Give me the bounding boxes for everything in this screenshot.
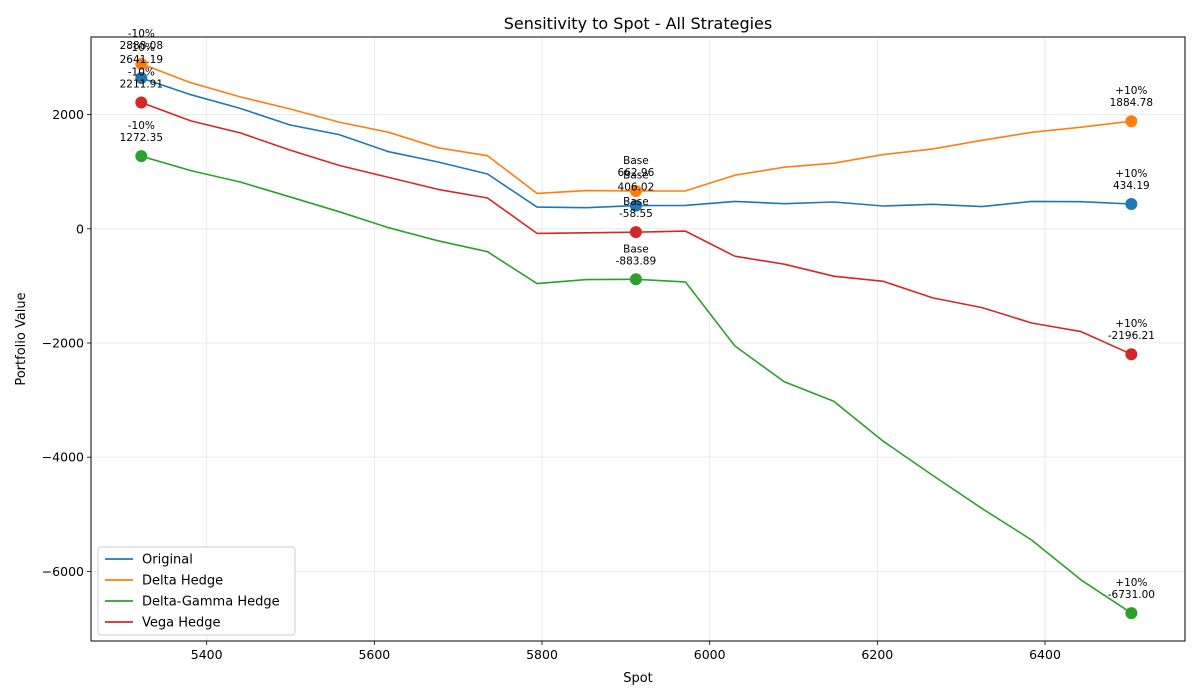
x-axis-ticks: 5400 5600 5800 6000 6200 6400 (191, 641, 1061, 662)
x-tick-label: 5800 (526, 647, 558, 662)
annotation-value: -6731.00 (1108, 589, 1155, 601)
legend-label: Delta Hedge (142, 574, 223, 589)
annotation-value: 2641.19 (120, 54, 163, 66)
x-tick-label: 5400 (191, 647, 223, 662)
y-tick-label: 0 (76, 221, 84, 236)
annotation-value: -58.55 (619, 208, 653, 220)
point-marker (629, 184, 642, 197)
x-tick-label: 6200 (861, 647, 893, 662)
annotation-label: -10% (128, 42, 155, 54)
legend-label: Original (142, 553, 193, 568)
annotation-value: 1884.78 (1110, 97, 1153, 109)
annotation-label: +10% (1115, 577, 1147, 589)
annotation-label: +10% (1115, 168, 1147, 180)
point-marker (135, 150, 148, 163)
point-markers (135, 57, 1138, 620)
annotation-label: Base (623, 170, 649, 182)
chart-title: Sensitivity to Spot - All Strategies (504, 14, 772, 33)
y-axis-label: Portfolio Value (14, 292, 29, 385)
point-marker (135, 57, 148, 70)
annotation-value: 2888.08 (120, 40, 163, 52)
y-tick-label: −6000 (42, 564, 84, 579)
legend: Original Delta Hedge Delta-Gamma Hedge Vega… (97, 546, 296, 636)
point-marker (1125, 607, 1138, 620)
annotation-value: 1272.35 (120, 132, 163, 144)
x-axis-label: Spot (623, 671, 653, 686)
point-marker (629, 199, 642, 212)
annotation-label: -10% (128, 67, 155, 79)
annotation-label: -10% (128, 120, 155, 132)
x-tick-label: 5600 (358, 647, 390, 662)
legend-label: Delta-Gamma Hedge (142, 595, 280, 610)
annotation-value: 406.02 (618, 182, 655, 194)
annotation-value: -883.89 (616, 255, 657, 267)
y-axis-ticks: −6000 −4000 −2000 0 2000 (42, 107, 91, 579)
x-tick-label: 6400 (1029, 647, 1061, 662)
annotation-value: 662.96 (618, 167, 655, 179)
point-marker (1125, 198, 1138, 211)
legend-box (97, 546, 296, 636)
annotation-label: +10% (1115, 318, 1147, 330)
y-tick-label: −2000 (42, 335, 84, 350)
point-marker (135, 96, 148, 109)
point-marker (629, 273, 642, 286)
annotation-label: Base (623, 155, 649, 167)
annotation-value: -2196.21 (1108, 330, 1155, 342)
annotation-label: -10% (128, 28, 155, 40)
annotation-label: +10% (1115, 85, 1147, 97)
point-marker (1125, 115, 1138, 128)
annotation-value: 2211.91 (120, 79, 163, 91)
y-tick-label: 2000 (52, 107, 84, 122)
point-marker (629, 226, 642, 239)
point-annotations: -10%2641.19Base406.02+10%434.19-10%2888.… (120, 28, 1155, 601)
x-tick-label: 6000 (694, 647, 726, 662)
annotation-label: Base (623, 196, 649, 208)
annotation-label: Base (623, 243, 649, 255)
point-marker (135, 72, 148, 85)
plot-frame (90, 36, 1186, 642)
point-marker (1125, 348, 1138, 361)
annotation-value: 434.19 (1113, 180, 1150, 192)
legend-label: Vega Hedge (142, 616, 221, 631)
y-tick-label: −4000 (42, 450, 84, 465)
series-lines (141, 63, 1132, 614)
series-line-2 (141, 155, 1132, 614)
